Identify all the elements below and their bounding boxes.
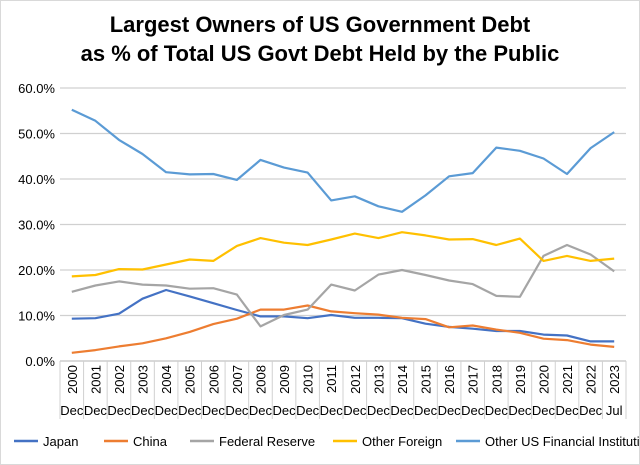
series-line-other-foreign: [71, 231, 615, 278]
x-tick-label: 2020: [536, 365, 551, 394]
x-tick-label: 2010: [301, 365, 316, 394]
x-tick-sublabel: Dec: [508, 403, 532, 418]
x-tick-label: 2022: [584, 365, 599, 394]
x-tick-label: 2001: [88, 365, 103, 394]
x-tick-label: 2009: [277, 365, 292, 394]
x-tick-sublabel: Dec: [107, 403, 131, 418]
x-tick-sublabel: Dec: [532, 403, 556, 418]
chart-title: Largest Owners of US Government Debt as …: [0, 10, 640, 68]
x-tick-label: 2012: [348, 365, 363, 394]
title-line-2: as % of Total US Govt Debt Held by the P…: [80, 41, 560, 66]
x-tick-sublabel: Dec: [131, 403, 155, 418]
x-tick-sublabel: Dec: [178, 403, 202, 418]
series-line-japan: [71, 288, 615, 343]
x-tick-label: 2008: [253, 365, 268, 394]
x-tick-label: 2006: [206, 365, 221, 394]
title-line-1: Largest Owners of US Government Debt: [109, 12, 531, 37]
x-tick-sublabel: Dec: [555, 403, 579, 418]
x-tick-label: 2005: [183, 365, 198, 394]
y-tick-label: 20.0%: [18, 263, 55, 278]
x-tick-label: 2016: [442, 365, 457, 394]
x-tick-label: 2000: [65, 365, 80, 394]
x-tick-label: 2002: [112, 365, 127, 394]
series-line-other-us-financial-institutions: [71, 108, 615, 213]
y-tick-label: 50.0%: [18, 127, 55, 142]
x-tick-label: 2004: [159, 365, 174, 394]
x-tick-sublabel: Dec: [84, 403, 108, 418]
x-tick-label: 2014: [395, 365, 410, 394]
x-tick-label: 2023: [607, 365, 622, 394]
x-tick-label: 2021: [560, 365, 575, 394]
x-tick-label: 2013: [371, 365, 386, 394]
x-tick-sublabel: Dec: [320, 403, 344, 418]
x-tick-sublabel: Dec: [225, 403, 249, 418]
legend-label: Japan: [43, 434, 78, 449]
x-tick-label: 2003: [136, 365, 151, 394]
x-tick-sublabel: Dec: [272, 403, 296, 418]
x-tick-sublabel: Dec: [367, 403, 391, 418]
x-tick-label: 2019: [513, 365, 528, 394]
x-tick-sublabel: Dec: [202, 403, 226, 418]
x-tick-sublabel: Dec: [390, 403, 414, 418]
x-tick-sublabel: Dec: [461, 403, 485, 418]
series-line-federal-reserve: [71, 243, 615, 328]
x-tick-sublabel: Dec: [296, 403, 320, 418]
legend-label: China: [133, 434, 168, 449]
legend-label: Federal Reserve: [219, 434, 315, 449]
x-tick-label: 2015: [419, 365, 434, 394]
x-tick-sublabel: Dec: [579, 403, 603, 418]
x-tick-sublabel: Jul: [606, 403, 623, 418]
x-tick-label: 2018: [489, 365, 504, 394]
y-tick-label: 30.0%: [18, 218, 55, 233]
x-tick-sublabel: Dec: [249, 403, 273, 418]
y-tick-label: 60.0%: [18, 81, 55, 96]
x-tick-sublabel: Dec: [60, 403, 84, 418]
x-tick-label: 2011: [324, 365, 339, 393]
y-tick-label: 0.0%: [25, 354, 55, 369]
legend-label: Other Foreign: [362, 434, 442, 449]
x-tick-sublabel: Dec: [155, 403, 179, 418]
x-tick-sublabel: Dec: [414, 403, 438, 418]
x-tick-label: 2007: [230, 365, 245, 394]
legend-label: Other US Financial Institutions: [485, 434, 640, 449]
x-tick-sublabel: Dec: [343, 403, 367, 418]
x-tick-label: 2017: [466, 365, 481, 394]
x-tick-sublabel: Dec: [485, 403, 509, 418]
x-tick-sublabel: Dec: [438, 403, 462, 418]
y-tick-label: 10.0%: [18, 309, 55, 324]
y-tick-label: 40.0%: [18, 172, 55, 187]
series-line-china: [71, 304, 615, 354]
